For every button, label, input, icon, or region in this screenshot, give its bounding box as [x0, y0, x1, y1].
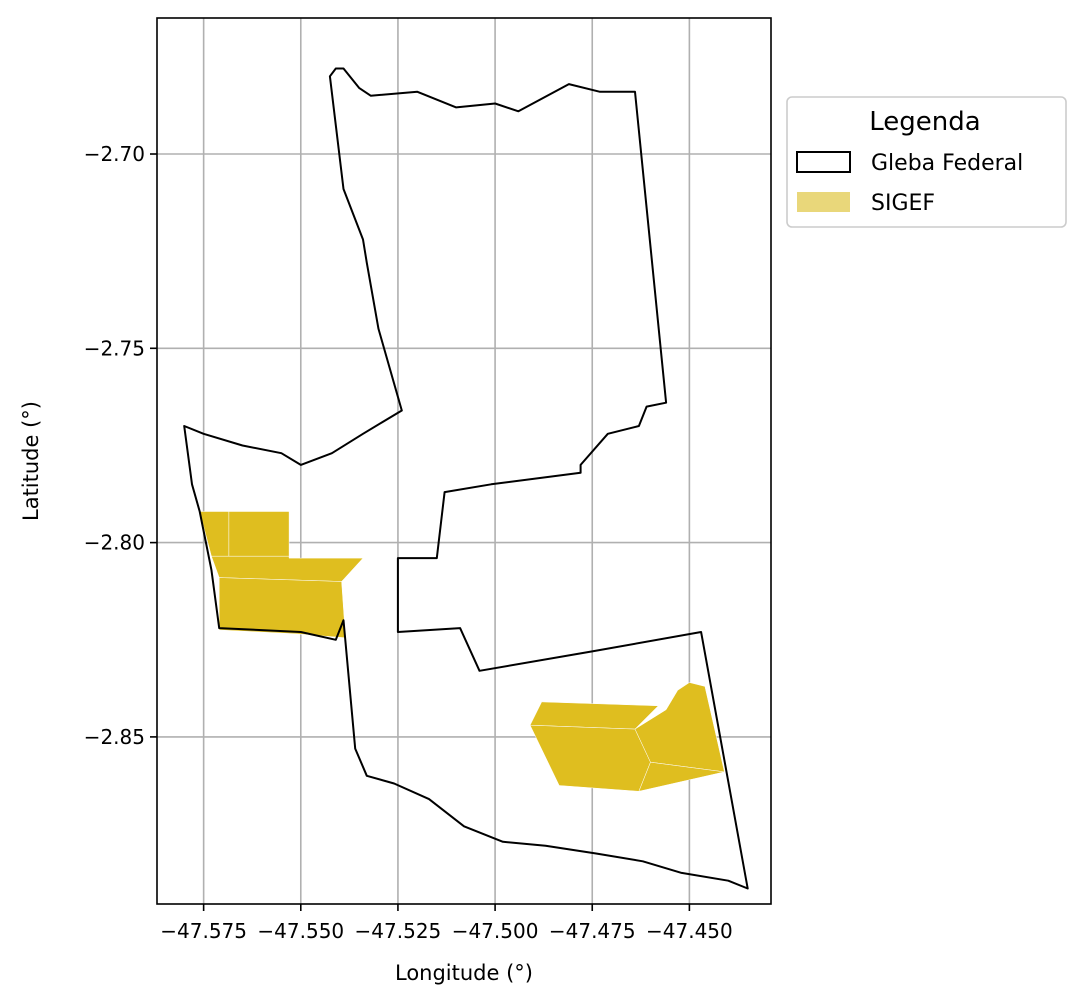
x-tick-label: −47.500	[452, 919, 539, 943]
x-tick-label: −47.575	[160, 919, 247, 943]
x-tick-label: −47.475	[549, 919, 636, 943]
y-tick-label: −2.70	[84, 142, 145, 166]
legend-frame	[786, 96, 1067, 228]
y-tick-label: −2.75	[84, 336, 145, 360]
legend-swatch-sigef	[797, 192, 850, 212]
sigef-parcel	[211, 555, 364, 582]
x-axis-label: Longitude (°)	[395, 961, 533, 985]
sigef-parcel	[638, 761, 725, 792]
legend-label-sigef: SIGEF	[871, 191, 935, 216]
legend: Legenda Gleba Federal SIGEF	[786, 96, 1067, 228]
sigef-parcel	[228, 511, 290, 557]
y-axis-label: Latitude (°)	[19, 401, 43, 521]
gleba-federal-boundary	[183, 67, 749, 890]
x-tick-label: −47.450	[646, 919, 733, 943]
sigef-parcel	[529, 701, 659, 730]
y-tick-label: −2.85	[84, 725, 145, 749]
legend-title: Legenda	[869, 107, 980, 137]
legend-swatch-gleba-federal	[796, 151, 851, 173]
x-tick-label: −47.550	[257, 919, 344, 943]
plot-frame	[156, 17, 772, 905]
x-axis: −47.575 −47.550 −47.525 −47.500 −47.475 −47.4…	[160, 904, 733, 943]
y-tick-label: −2.80	[84, 531, 145, 555]
x-tick-label: −47.525	[355, 919, 442, 943]
y-axis: −2.70 −2.75 −2.80 −2.85	[84, 142, 157, 749]
gleba-federal-layer	[183, 67, 749, 890]
legend-label-gleba-federal: Gleba Federal	[871, 151, 1023, 176]
